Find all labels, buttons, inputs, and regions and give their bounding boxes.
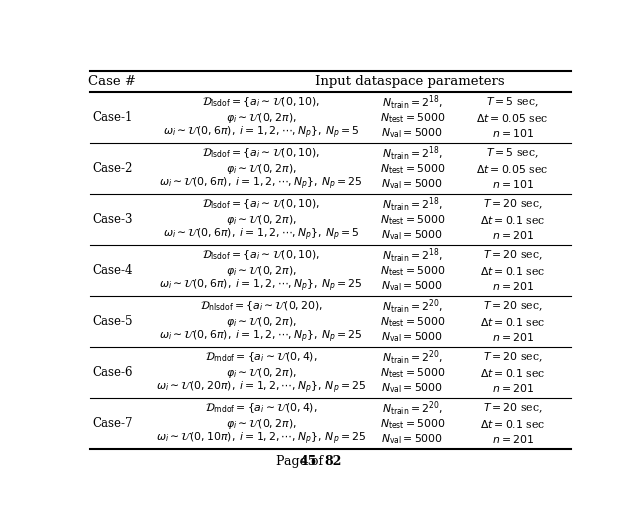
Text: Case-7: Case-7 (92, 417, 132, 430)
Text: $N_{\mathrm{train}} = 2^{18},$: $N_{\mathrm{train}} = 2^{18},$ (382, 144, 443, 163)
Text: $\varphi_i \sim \mathcal{U}(0,2\pi),$: $\varphi_i \sim \mathcal{U}(0,2\pi),$ (226, 111, 296, 125)
Text: $T = 20$ sec,: $T = 20$ sec, (483, 402, 542, 415)
Text: $\Delta t = 0.1$ sec: $\Delta t = 0.1$ sec (480, 264, 545, 277)
Text: $N_{\mathrm{train}} = 2^{20},$: $N_{\mathrm{train}} = 2^{20},$ (382, 348, 443, 367)
Text: $\mathcal{D}_{\mathrm{lsdof}} = \{a_i \sim \mathcal{U}(0,10),$: $\mathcal{D}_{\mathrm{lsdof}} = \{a_i \s… (202, 95, 320, 109)
Text: $N_{\mathrm{val}} = 5000$: $N_{\mathrm{val}} = 5000$ (381, 279, 444, 293)
Text: $n = 201$: $n = 201$ (492, 433, 534, 445)
Text: $\varphi_i \sim \mathcal{U}(0,2\pi),$: $\varphi_i \sim \mathcal{U}(0,2\pi),$ (226, 366, 296, 379)
Text: $\omega_i \sim \mathcal{U}(0,6\pi),\; i = 1,2,\cdots, N_p\},\, N_p = 25$: $\omega_i \sim \mathcal{U}(0,6\pi),\; i … (159, 278, 363, 294)
Text: $T = 20$ sec,: $T = 20$ sec, (483, 249, 542, 262)
Text: Case-4: Case-4 (92, 264, 132, 277)
Text: $N_{\mathrm{test}} = 5000$: $N_{\mathrm{test}} = 5000$ (380, 162, 445, 175)
Text: $T = 5$ sec,: $T = 5$ sec, (486, 95, 539, 109)
Text: $N_{\mathrm{train}} = 2^{18},$: $N_{\mathrm{train}} = 2^{18},$ (382, 93, 443, 112)
Text: $\mathcal{D}_{\mathrm{mdof}} = \{a_i \sim \mathcal{U}(0,4),$: $\mathcal{D}_{\mathrm{mdof}} = \{a_i \si… (205, 402, 317, 416)
Text: $N_{\mathrm{val}} = 5000$: $N_{\mathrm{val}} = 5000$ (381, 381, 444, 395)
Text: Page: Page (276, 455, 311, 468)
Text: $N_{\mathrm{test}} = 5000$: $N_{\mathrm{test}} = 5000$ (380, 213, 445, 227)
Text: $n = 201$: $n = 201$ (492, 382, 534, 394)
Text: $\omega_i \sim \mathcal{U}(0,6\pi),\; i = 1,2,\cdots, N_p\},\, N_p = 5$: $\omega_i \sim \mathcal{U}(0,6\pi),\; i … (163, 227, 359, 243)
Text: $N_{\mathrm{val}} = 5000$: $N_{\mathrm{val}} = 5000$ (381, 177, 444, 191)
Text: $\Delta t = 0.1$ sec: $\Delta t = 0.1$ sec (480, 214, 545, 226)
Text: $n = 201$: $n = 201$ (492, 280, 534, 292)
Text: $\mathcal{D}_{\mathrm{nlsdof}} = \{a_i \sim \mathcal{U}(0,20),$: $\mathcal{D}_{\mathrm{nlsdof}} = \{a_i \… (200, 299, 323, 313)
Text: $T = 20$ sec,: $T = 20$ sec, (483, 198, 542, 211)
Text: Case-3: Case-3 (92, 213, 132, 226)
Text: $N_{\mathrm{val}} = 5000$: $N_{\mathrm{val}} = 5000$ (381, 432, 444, 446)
Text: $\varphi_i \sim \mathcal{U}(0,2\pi),$: $\varphi_i \sim \mathcal{U}(0,2\pi),$ (226, 315, 296, 329)
Text: Case-1: Case-1 (92, 111, 132, 124)
Text: $N_{\mathrm{train}} = 2^{20},$: $N_{\mathrm{train}} = 2^{20},$ (382, 297, 443, 316)
Text: $N_{\mathrm{test}} = 5000$: $N_{\mathrm{test}} = 5000$ (380, 111, 445, 125)
Text: $N_{\mathrm{val}} = 5000$: $N_{\mathrm{val}} = 5000$ (381, 330, 444, 344)
Text: $\Delta t = 0.05$ sec: $\Delta t = 0.05$ sec (476, 112, 548, 123)
Text: $N_{\mathrm{test}} = 5000$: $N_{\mathrm{test}} = 5000$ (380, 315, 445, 329)
Text: of: of (307, 455, 327, 468)
Text: Case-6: Case-6 (92, 366, 132, 379)
Text: $N_{\mathrm{train}} = 2^{18},$: $N_{\mathrm{train}} = 2^{18},$ (382, 246, 443, 264)
Text: $\varphi_i \sim \mathcal{U}(0,2\pi),$: $\varphi_i \sim \mathcal{U}(0,2\pi),$ (226, 417, 296, 431)
Text: $\mathcal{D}_{\mathrm{lsdof}} = \{a_i \sim \mathcal{U}(0,10),$: $\mathcal{D}_{\mathrm{lsdof}} = \{a_i \s… (202, 249, 320, 262)
Text: $N_{\mathrm{val}} = 5000$: $N_{\mathrm{val}} = 5000$ (381, 126, 444, 140)
Text: 45: 45 (300, 455, 317, 468)
Text: $T = 20$ sec,: $T = 20$ sec, (483, 299, 542, 313)
Text: $\varphi_i \sim \mathcal{U}(0,2\pi),$: $\varphi_i \sim \mathcal{U}(0,2\pi),$ (226, 264, 296, 278)
Text: $\Delta t = 0.1$ sec: $\Delta t = 0.1$ sec (480, 367, 545, 379)
Text: $n = 201$: $n = 201$ (492, 229, 534, 241)
Text: $\omega_i \sim \mathcal{U}(0,6\pi),\; i = 1,2,\cdots, N_p\},\, N_p = 25$: $\omega_i \sim \mathcal{U}(0,6\pi),\; i … (159, 176, 363, 192)
Text: $T = 5$ sec,: $T = 5$ sec, (486, 147, 539, 160)
Text: Case-2: Case-2 (92, 162, 132, 175)
Text: $T = 20$ sec,: $T = 20$ sec, (483, 351, 542, 364)
Text: $\omega_i \sim \mathcal{U}(0,20\pi),\; i = 1,2,\cdots, N_p\},\, N_p = 25$: $\omega_i \sim \mathcal{U}(0,20\pi),\; i… (156, 380, 366, 396)
Text: $\varphi_i \sim \mathcal{U}(0,2\pi),$: $\varphi_i \sim \mathcal{U}(0,2\pi),$ (226, 213, 296, 227)
Text: $\Delta t = 0.1$ sec: $\Delta t = 0.1$ sec (480, 418, 545, 430)
Text: Input dataspace parameters: Input dataspace parameters (316, 75, 505, 88)
Text: $\mathcal{D}_{\mathrm{lsdof}} = \{a_i \sim \mathcal{U}(0,10),$: $\mathcal{D}_{\mathrm{lsdof}} = \{a_i \s… (202, 198, 320, 211)
Text: $N_{\mathrm{test}} = 5000$: $N_{\mathrm{test}} = 5000$ (380, 366, 445, 379)
Text: 82: 82 (324, 455, 341, 468)
Text: $\mathcal{D}_{\mathrm{mdof}} = \{a_i \sim \mathcal{U}(0,4),$: $\mathcal{D}_{\mathrm{mdof}} = \{a_i \si… (205, 350, 317, 364)
Text: $n = 101$: $n = 101$ (492, 127, 534, 139)
Text: Case-5: Case-5 (92, 315, 132, 328)
Text: $N_{\mathrm{val}} = 5000$: $N_{\mathrm{val}} = 5000$ (381, 228, 444, 242)
Text: $n = 101$: $n = 101$ (492, 178, 534, 190)
Text: Case #: Case # (88, 75, 136, 88)
Text: $N_{\mathrm{train}} = 2^{20},$: $N_{\mathrm{train}} = 2^{20},$ (382, 399, 443, 418)
Text: $N_{\mathrm{train}} = 2^{18},$: $N_{\mathrm{train}} = 2^{18},$ (382, 195, 443, 214)
Text: $\Delta t = 0.05$ sec: $\Delta t = 0.05$ sec (476, 163, 548, 175)
Text: $\omega_i \sim \mathcal{U}(0,10\pi),\; i = 1,2,\cdots, N_p\},\, N_p = 25$: $\omega_i \sim \mathcal{U}(0,10\pi),\; i… (156, 431, 366, 447)
Text: $\mathcal{D}_{\mathrm{lsdof}} = \{a_i \sim \mathcal{U}(0,10),$: $\mathcal{D}_{\mathrm{lsdof}} = \{a_i \s… (202, 146, 320, 160)
Text: $N_{\mathrm{test}} = 5000$: $N_{\mathrm{test}} = 5000$ (380, 417, 445, 431)
Text: $n = 201$: $n = 201$ (492, 331, 534, 343)
Text: $\omega_i \sim \mathcal{U}(0,6\pi),\; i = 1,2,\cdots, N_p\},\, N_p = 25$: $\omega_i \sim \mathcal{U}(0,6\pi),\; i … (159, 329, 363, 345)
Text: $\omega_i \sim \mathcal{U}(0,6\pi),\; i = 1,2,\cdots, N_p\},\, N_p = 5$: $\omega_i \sim \mathcal{U}(0,6\pi),\; i … (163, 125, 359, 141)
Text: $\varphi_i \sim \mathcal{U}(0,2\pi),$: $\varphi_i \sim \mathcal{U}(0,2\pi),$ (226, 162, 296, 175)
Text: $N_{\mathrm{test}} = 5000$: $N_{\mathrm{test}} = 5000$ (380, 264, 445, 278)
Text: $\Delta t = 0.1$ sec: $\Delta t = 0.1$ sec (480, 316, 545, 328)
